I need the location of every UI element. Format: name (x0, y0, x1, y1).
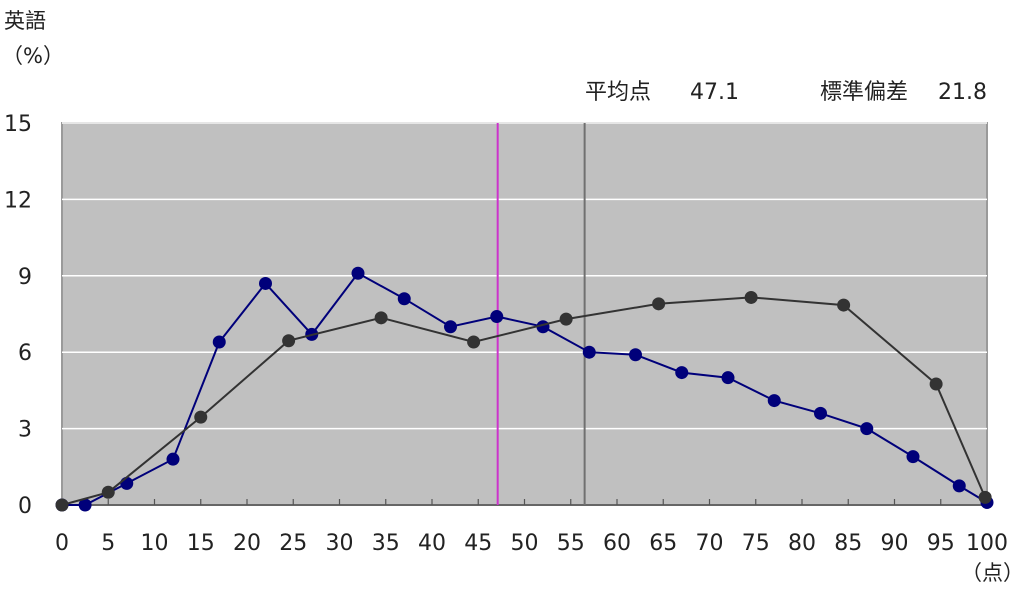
x-tick-25: 25 (279, 531, 307, 556)
series-2-point-0 (55, 498, 69, 512)
series-1-point-4 (212, 335, 226, 349)
plot-background (61, 122, 988, 506)
series-2-point-5 (467, 335, 481, 349)
x-tick-30: 30 (326, 531, 354, 556)
x-tick-65: 65 (649, 531, 677, 556)
series-1-point-2 (120, 476, 134, 490)
x-tick-20: 20 (233, 531, 261, 556)
x-tick-40: 40 (418, 531, 446, 556)
series-1-point-18 (860, 422, 874, 436)
x-tick-0: 0 (55, 531, 69, 556)
series-2-point-1 (101, 485, 115, 499)
series-1-point-8 (397, 292, 411, 306)
series-1-point-9 (444, 320, 457, 334)
x-tick-35: 35 (372, 531, 400, 556)
series-1-point-12 (582, 345, 596, 359)
series-1-point-20 (952, 479, 966, 493)
series-1-point-17 (814, 406, 827, 420)
series-2-point-4 (374, 311, 388, 325)
x-tick-100: 100 (966, 531, 1008, 556)
x-tick-55: 55 (557, 531, 585, 556)
x-tick-85: 85 (834, 531, 862, 556)
series-1-point-5 (259, 276, 272, 290)
y-tick-0: 0 (18, 494, 32, 519)
x-tick-75: 75 (742, 531, 770, 556)
series-2-point-9 (837, 298, 851, 312)
series-2-point-8 (744, 290, 758, 304)
y-tick-12: 12 (4, 188, 32, 213)
x-tick-60: 60 (603, 531, 631, 556)
y-tick-3: 3 (18, 418, 32, 443)
series-1-point-1 (78, 498, 92, 512)
y-axis-unit: （%） (2, 44, 64, 68)
series-2-point-2 (194, 410, 208, 424)
x-tick-45: 45 (464, 531, 492, 556)
series-2-line (61, 296, 987, 506)
series-2-point-3 (282, 334, 296, 348)
series-2-point-6 (559, 312, 573, 326)
y-tick-9: 9 (18, 265, 32, 290)
mean-value: 47.1 (690, 80, 739, 105)
series-1-point-10 (490, 310, 504, 324)
series-1-point-7 (351, 266, 365, 280)
series-1-point-15 (721, 371, 735, 385)
series-1-point-3 (166, 452, 180, 466)
y-tick-6: 6 (18, 341, 32, 366)
series-1-point-13 (629, 348, 642, 362)
x-tick-70: 70 (696, 531, 724, 556)
y-axis-label: 英語 (4, 9, 46, 33)
x-tick-5: 5 (101, 531, 115, 556)
series-2-point-10 (929, 377, 943, 391)
y-tick-labels: 0 3 6 9 12 15 (4, 112, 32, 519)
sd-label: 標準偏差 (820, 80, 908, 105)
x-tick-90: 90 (881, 531, 909, 556)
series-1-point-14 (675, 366, 689, 380)
series-1-point-16 (767, 394, 781, 408)
x-tick-95: 95 (927, 531, 955, 556)
series-2-point-11 (978, 490, 992, 504)
series-layer (55, 266, 994, 512)
series-2-point-7 (652, 297, 666, 311)
series-1-line (62, 272, 988, 506)
x-tick-50: 50 (511, 531, 539, 556)
x-tick-15: 15 (187, 531, 215, 556)
y-tick-15: 15 (4, 112, 32, 137)
x-axis-unit: （点） (961, 561, 1010, 585)
series-1-point-19 (906, 450, 920, 464)
mean-label: 平均点 (585, 80, 651, 105)
x-tick-10: 10 (141, 531, 169, 556)
plot-area (61, 122, 988, 506)
x-tick-80: 80 (788, 531, 816, 556)
sd-value: 21.8 (938, 80, 987, 105)
x-tick-labels: 0 5 10 15 20 25 30 35 40 45 50 55 60 65 70 75 80 85 90 95 10… (55, 531, 1008, 556)
